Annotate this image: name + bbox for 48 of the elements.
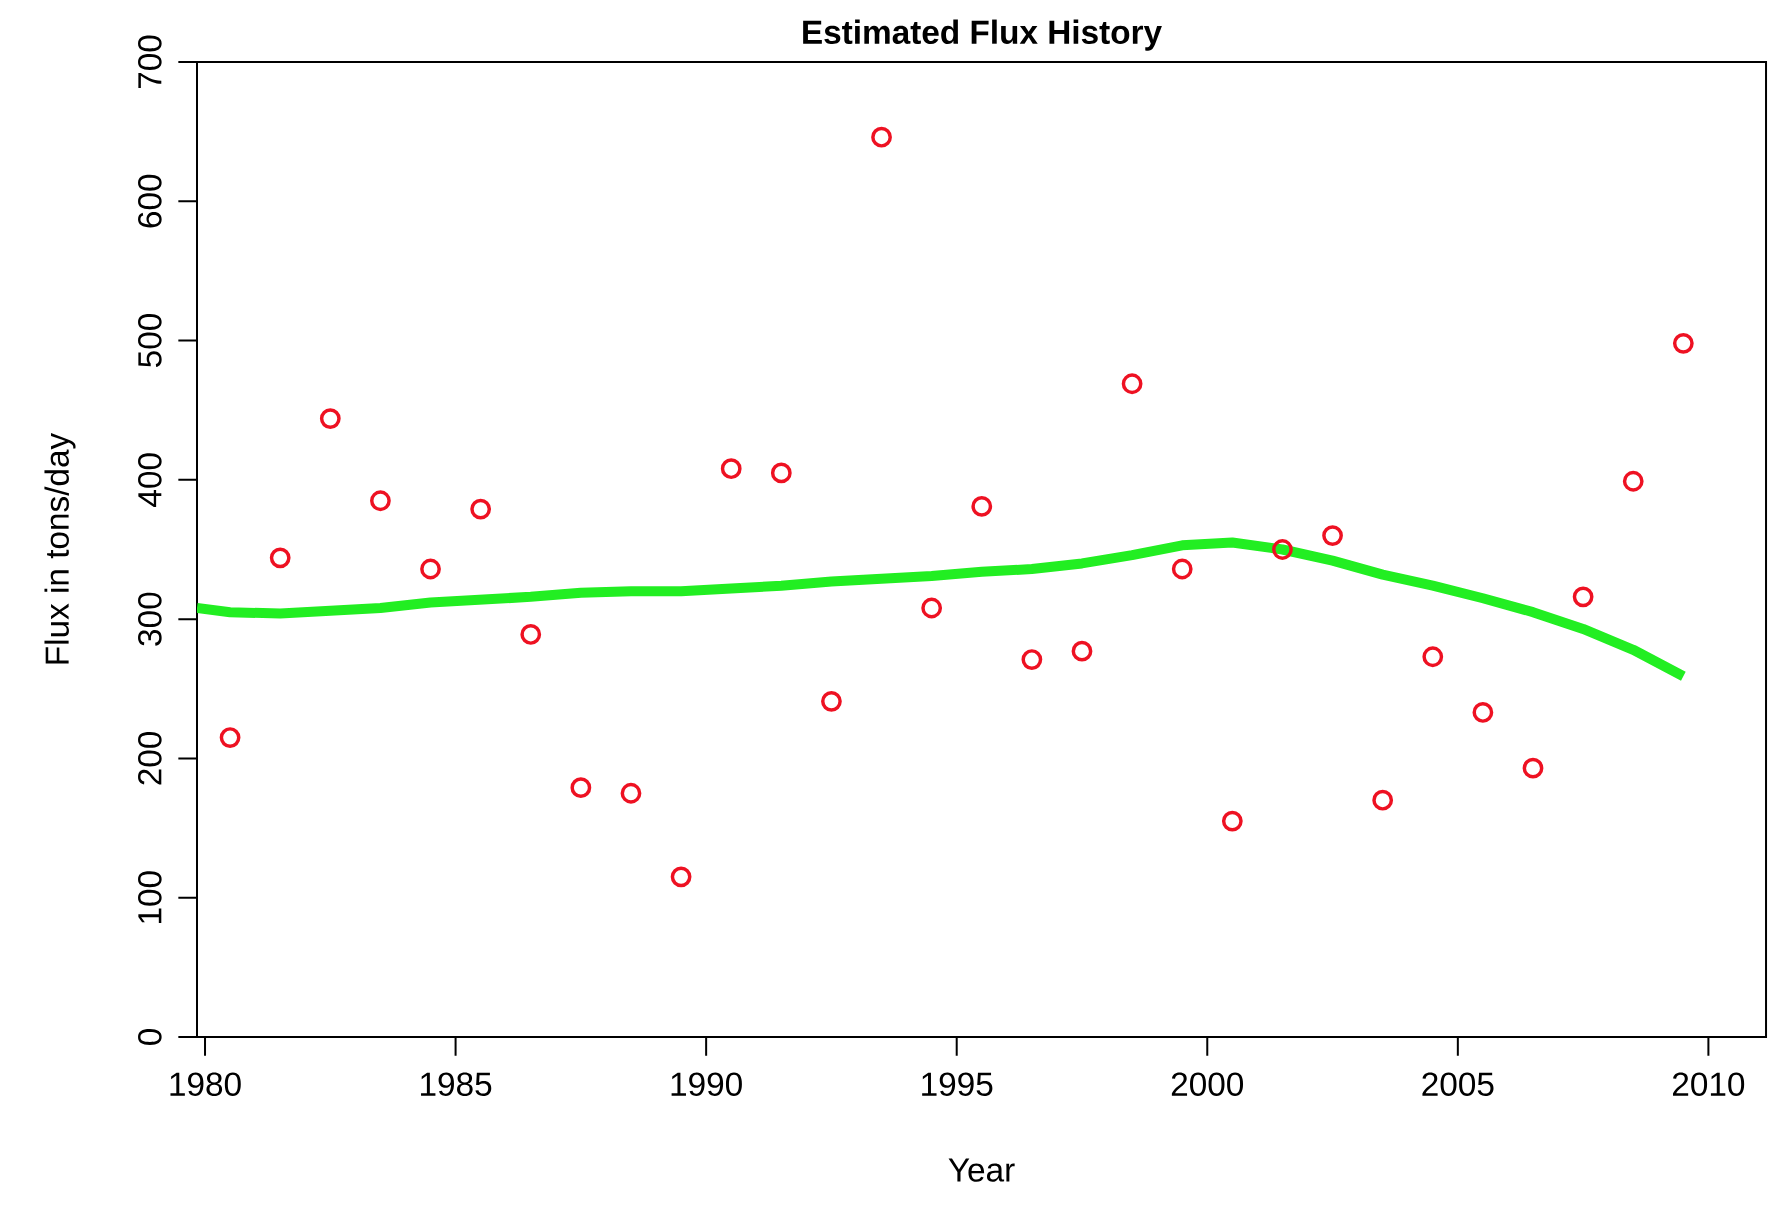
point: [420, 558, 441, 580]
point: [1622, 470, 1644, 492]
point: [971, 495, 993, 517]
x-tick-label: 2005: [1422, 1072, 1494, 1096]
x-tick-label: 1985: [421, 1072, 492, 1096]
y-tick-label: 500: [138, 314, 162, 368]
y-tick-label: 700: [138, 35, 162, 89]
point: [1171, 558, 1193, 580]
point: [269, 547, 291, 569]
y-tick-label: 100: [138, 871, 162, 923]
y-axis-title: Flux in tons/day: [44, 432, 76, 664]
point: [370, 490, 391, 512]
y-tick-label: 200: [138, 731, 162, 785]
point: [670, 866, 692, 888]
x-tick-label: 1990: [671, 1072, 742, 1096]
x-tick-label: 2010: [1672, 1072, 1745, 1096]
y-tick-label: 600: [138, 174, 162, 228]
point: [1272, 539, 1293, 560]
point: [620, 782, 642, 804]
point: [1572, 586, 1594, 608]
point: [821, 690, 842, 712]
point: [1322, 525, 1343, 546]
point: [1522, 757, 1544, 779]
y-tick-label: 300: [138, 592, 162, 646]
point: [770, 462, 792, 484]
point: [1221, 810, 1243, 832]
point: [1422, 646, 1444, 668]
point: [720, 458, 742, 480]
y-tick-label: 0: [138, 1029, 162, 1045]
x-axis-title: Year: [948, 1158, 1015, 1182]
y-tick-label: 400: [138, 453, 162, 507]
point: [1372, 789, 1394, 811]
x-tick-label: 2000: [1171, 1072, 1244, 1096]
point: [319, 408, 341, 429]
point: [1121, 373, 1143, 395]
point: [570, 777, 592, 799]
x-tick-label: 1980: [170, 1072, 241, 1096]
x-tick-label: 1995: [922, 1072, 993, 1096]
point: [219, 727, 241, 748]
point: [1021, 649, 1043, 670]
point: [1672, 332, 1694, 354]
chart-title: Estimated Flux History: [803, 19, 1162, 51]
point: [1071, 640, 1093, 662]
point: [470, 498, 492, 520]
point: [871, 126, 892, 148]
point: [520, 624, 542, 645]
point: [1472, 702, 1494, 723]
point: [921, 597, 943, 619]
